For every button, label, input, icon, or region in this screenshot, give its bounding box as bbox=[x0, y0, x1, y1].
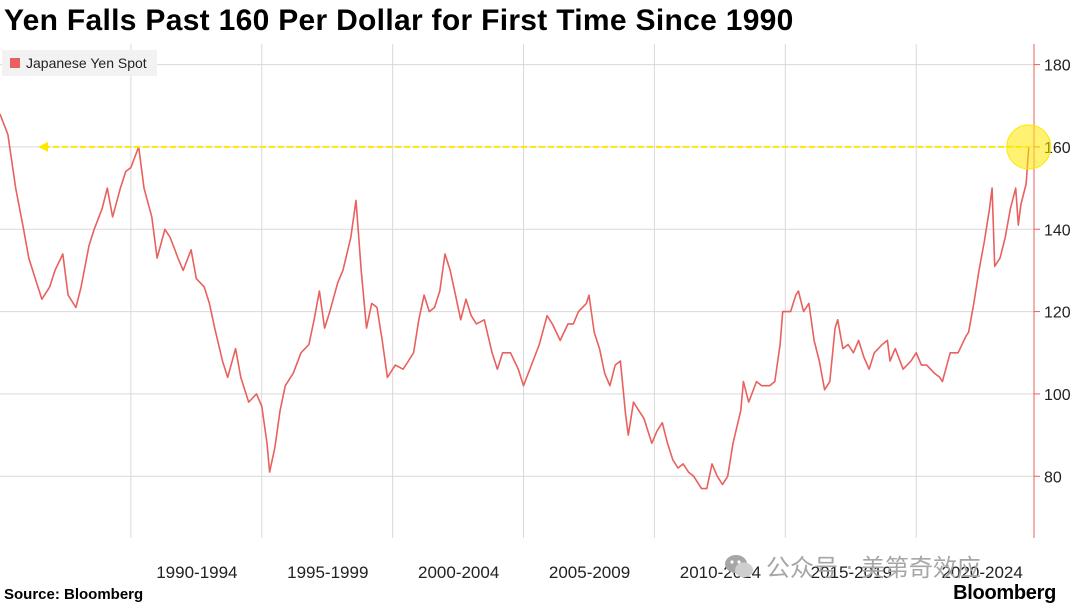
reference-arrow-head bbox=[38, 141, 48, 152]
x-tick-label: 2015-2019 bbox=[811, 563, 892, 582]
x-tick-label: 1990-1994 bbox=[156, 563, 237, 582]
source-note: Source: Bloomberg bbox=[4, 586, 144, 603]
y-tick-label: 140 bbox=[1044, 222, 1071, 239]
y-tick-label: 100 bbox=[1044, 387, 1071, 404]
legend-label: Japanese Yen Spot bbox=[26, 55, 147, 71]
x-tick-label: 2005-2009 bbox=[549, 563, 630, 582]
legend: Japanese Yen Spot bbox=[2, 50, 157, 76]
legend-swatch bbox=[10, 58, 20, 68]
wechat-icon bbox=[725, 554, 753, 577]
brand-logo: Bloomberg bbox=[953, 582, 1056, 604]
y-tick-label: 180 bbox=[1044, 58, 1071, 75]
highlight-point-marker bbox=[1006, 124, 1052, 170]
x-tick-label: 1995-1999 bbox=[287, 563, 368, 582]
chart-title: Yen Falls Past 160 Per Dollar for First … bbox=[4, 4, 794, 37]
x-tick-label: 2020-2024 bbox=[942, 563, 1023, 582]
y-tick-label: 80 bbox=[1044, 469, 1062, 486]
watermark: 公众号 · 美第奇效应 bbox=[722, 548, 981, 583]
watermark-text: 公众号 · 美第奇效应 bbox=[766, 554, 981, 582]
y-tick-label: 120 bbox=[1044, 305, 1071, 322]
series-line-japanese-yen-spot bbox=[0, 113, 1030, 490]
x-tick-label: 2000-2004 bbox=[418, 563, 499, 582]
